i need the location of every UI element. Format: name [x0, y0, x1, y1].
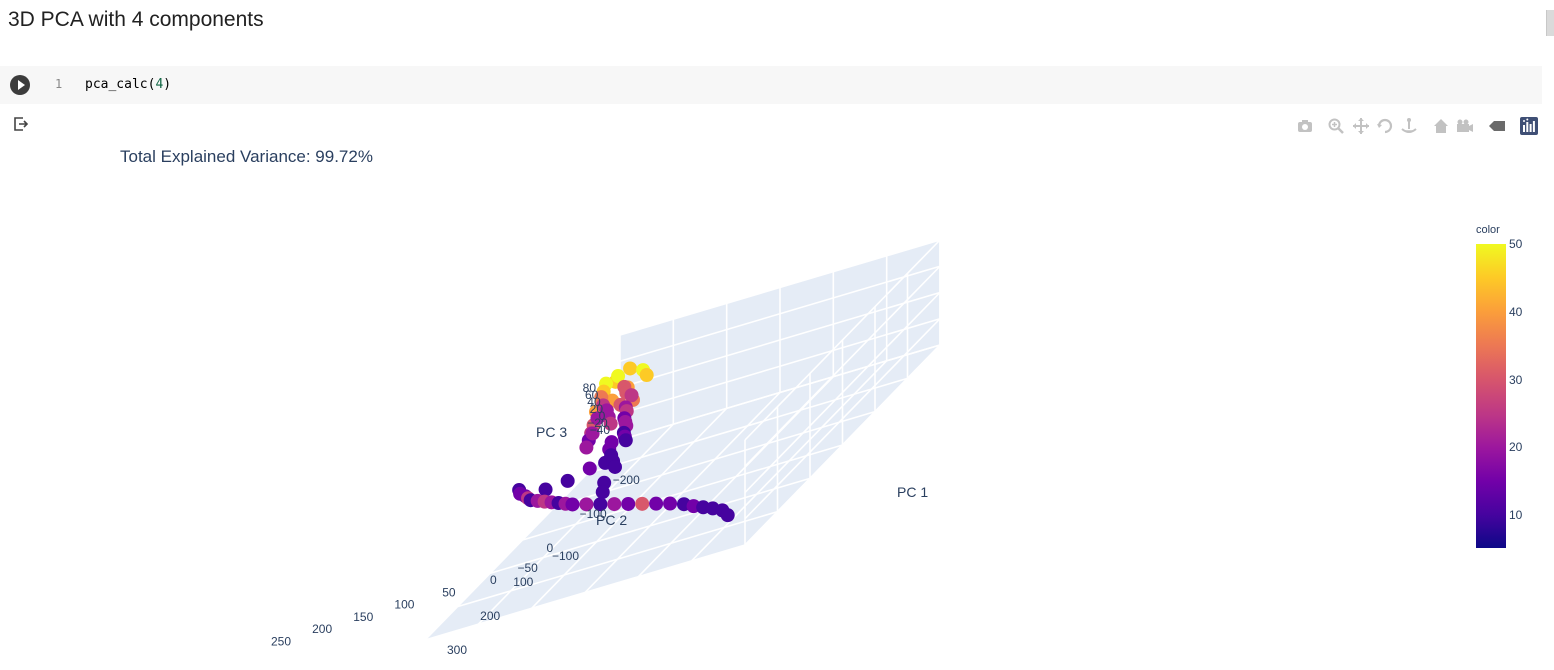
output-redirect-icon[interactable] — [13, 116, 29, 132]
grid-line — [744, 239, 941, 441]
y-tick-label: −50 — [517, 561, 538, 575]
line-number: 1 — [55, 77, 63, 91]
grid-line — [619, 344, 941, 441]
axis-ticks: −200−1000100200300−100−50050100150200250… — [271, 381, 640, 657]
grid-line — [619, 265, 941, 363]
code-editor[interactable]: pca_calc(4) — [85, 77, 171, 92]
data-point[interactable] — [538, 482, 553, 497]
data-point[interactable] — [579, 440, 594, 455]
data-point[interactable] — [607, 497, 622, 512]
scatter-points — [512, 361, 735, 523]
z-tick-label: −40 — [590, 423, 611, 437]
x-tick-label: −200 — [613, 473, 640, 487]
y-tick-label: −100 — [552, 549, 579, 563]
data-point[interactable] — [603, 416, 618, 431]
y-tick-label: 0 — [490, 573, 497, 587]
z-tick-label: 60 — [585, 388, 599, 402]
z-axis-title: PC 3 — [536, 424, 567, 440]
data-point[interactable] — [624, 388, 639, 403]
data-point[interactable] — [579, 497, 594, 512]
y-tick-label: 200 — [312, 622, 332, 636]
notebook-heading: 3D PCA with 4 components — [8, 8, 264, 31]
z-tick-label: 80 — [583, 381, 597, 395]
grid-line — [744, 344, 941, 546]
data-point[interactable] — [623, 361, 638, 376]
chart-title: Total Explained Variance: 99.72% — [120, 147, 373, 166]
z-tick-label: 20 — [590, 402, 604, 416]
play-circle-icon[interactable] — [10, 75, 30, 95]
grid-line — [744, 318, 941, 520]
zoom-icon[interactable] — [1327, 117, 1345, 135]
data-point[interactable] — [607, 459, 622, 474]
scene-background — [425, 240, 940, 640]
grid-line — [424, 544, 746, 641]
data-point[interactable] — [621, 496, 636, 511]
y-tick-label: 250 — [271, 634, 291, 648]
data-point[interactable] — [590, 411, 605, 426]
data-point[interactable] — [595, 485, 610, 500]
colorbar-tick: 20 — [1509, 440, 1523, 454]
z-tick-label: 40 — [587, 395, 601, 409]
colorbar-tick: 10 — [1509, 508, 1523, 522]
grid-line — [619, 291, 941, 389]
data-point[interactable] — [663, 496, 678, 511]
colorbar-tick: 40 — [1509, 305, 1523, 319]
grid-line — [744, 265, 941, 467]
grid-line — [691, 360, 888, 562]
camera-icon[interactable] — [1296, 117, 1314, 135]
grid-line — [744, 291, 941, 494]
colorbar — [1476, 244, 1506, 548]
turntable-rotation-icon[interactable] — [1400, 117, 1418, 135]
y-tick-label: 50 — [442, 585, 456, 599]
data-point[interactable] — [593, 497, 608, 512]
data-point[interactable] — [618, 433, 633, 448]
scrollbar[interactable] — [1546, 10, 1554, 36]
orbit-rotation-icon[interactable] — [1376, 117, 1394, 135]
x-tick-label: 0 — [546, 541, 553, 555]
z-tick-label: −20 — [587, 416, 608, 430]
camera-view-icon[interactable] — [1456, 117, 1474, 135]
data-point[interactable] — [565, 497, 580, 512]
code-cell[interactable]: 1 pca_calc(4) — [0, 66, 1542, 104]
x-tick-label: −100 — [580, 507, 607, 521]
x-tick-label: 200 — [480, 609, 500, 623]
colorbar-tick: 50 — [1509, 237, 1523, 251]
data-point[interactable] — [560, 473, 575, 488]
x-axis-title: PC 1 — [897, 484, 928, 500]
data-point[interactable] — [582, 461, 597, 476]
data-point[interactable] — [720, 508, 735, 523]
x-tick-label: 300 — [447, 643, 467, 657]
data-point[interactable] — [649, 496, 664, 511]
code-function: pca_calc( — [85, 77, 156, 92]
data-point[interactable] — [639, 368, 654, 383]
pan-icon[interactable] — [1352, 117, 1370, 135]
grid-line — [619, 317, 941, 415]
data-point[interactable] — [635, 496, 650, 511]
x-tick-label: 100 — [513, 575, 533, 589]
code-argument: 4 — [155, 77, 164, 92]
home-icon[interactable] — [1432, 117, 1450, 135]
code-close-paren: ) — [163, 77, 172, 92]
colorbar-tick: 30 — [1509, 373, 1523, 387]
plotly-logo-icon[interactable] — [1520, 117, 1538, 135]
hover-tag-icon[interactable] — [1488, 117, 1506, 135]
z-tick-label: 0 — [599, 409, 606, 423]
plot-modebar — [1294, 117, 1540, 135]
y-tick-label: 100 — [394, 598, 414, 612]
colorbar-title: color — [1476, 224, 1500, 236]
y-axis-title: PC 2 — [596, 512, 627, 528]
y-tick-label: 150 — [353, 610, 373, 624]
grid-line — [619, 239, 941, 336]
data-point[interactable] — [585, 426, 600, 441]
data-point[interactable] — [611, 369, 626, 384]
